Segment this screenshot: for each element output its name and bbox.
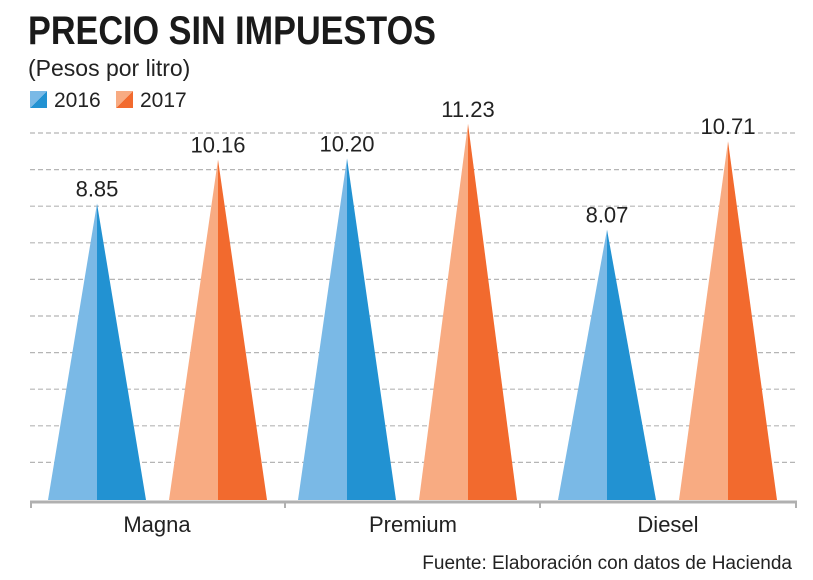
legend-label: 2016	[54, 89, 101, 112]
data-label: 8.85	[76, 177, 119, 202]
data-label: 10.16	[190, 133, 245, 158]
legend-swatch-light	[30, 91, 47, 108]
triangle-dark-half	[468, 123, 517, 501]
triangle-dark-half	[218, 159, 267, 500]
triangle-light-half	[298, 158, 347, 501]
x-axis: Magna Premium Diesel	[30, 500, 797, 537]
triangle-dark-half	[728, 141, 777, 500]
triangle-premium-2016: 10.20	[298, 131, 396, 501]
triangle-light-half	[419, 123, 468, 501]
gridlines	[30, 132, 795, 463]
marks: 8.85 10.16 10.20 11.23 8.07 10.71	[48, 97, 777, 501]
data-label: 8.07	[586, 203, 629, 228]
triangle-premium-2017: 11.23	[419, 97, 517, 501]
legend-swatch-light	[116, 91, 133, 108]
triangle-dark-half	[97, 203, 146, 500]
legend: 2016 2017	[30, 89, 187, 112]
triangle-diesel-2017: 10.71	[679, 114, 777, 500]
triangle-light-half	[48, 203, 97, 500]
triangle-light-half	[558, 229, 607, 500]
category-label: Premium	[369, 512, 457, 537]
category-label: Magna	[123, 512, 191, 537]
category-label: Diesel	[637, 512, 698, 537]
chart-title: PRECIO SIN IMPUESTOS	[28, 9, 436, 53]
triangle-light-half	[169, 159, 218, 500]
data-label: 10.20	[319, 131, 374, 156]
triangle-magna-2016: 8.85	[48, 177, 146, 500]
source-note: Fuente: Elaboración con datos de Haciend…	[422, 553, 792, 574]
data-label: 11.23	[441, 97, 494, 122]
data-label: 10.71	[700, 114, 755, 139]
triangle-magna-2017: 10.16	[169, 133, 267, 500]
legend-label: 2017	[140, 89, 187, 112]
triangle-dark-half	[607, 229, 656, 500]
triangle-light-half	[679, 141, 728, 500]
triangle-diesel-2016: 8.07	[558, 203, 656, 500]
triangle-dark-half	[347, 158, 396, 501]
chart-subtitle: (Pesos por litro)	[28, 55, 190, 81]
